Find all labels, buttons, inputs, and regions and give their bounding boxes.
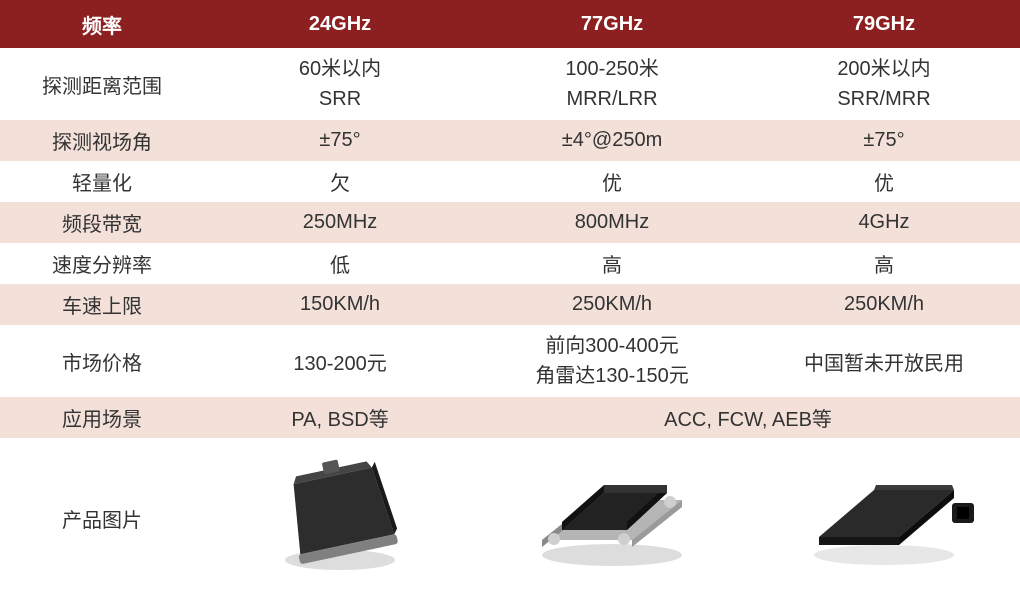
cell-line: SRR/MRR (752, 84, 1016, 114)
table-row: 产品图片 (0, 438, 1020, 598)
table-row: 探测距离范围60米以内SRR100-250米MRR/LRR200米以内SRR/M… (0, 48, 1020, 120)
table-cell: 130-200元 (204, 325, 476, 397)
row-label: 频段带宽 (0, 202, 204, 243)
table-cell: ±75° (748, 120, 1020, 161)
table-cell: 高 (748, 243, 1020, 284)
table-cell: 250MHz (204, 202, 476, 243)
cell-line: 60米以内 (208, 54, 472, 84)
cell-line: 低 (208, 249, 472, 278)
table-cell: 150KM/h (204, 284, 476, 325)
cell-line: 250KM/h (480, 293, 744, 316)
product-image-77ghz (522, 455, 702, 575)
header-frequency: 频率 (0, 0, 204, 48)
table-cell: PA, BSD等 (204, 397, 476, 438)
cell-line: 200米以内 (752, 54, 1016, 84)
cell-line: 角雷达130-150元 (480, 361, 744, 391)
table-cell: 4GHz (748, 202, 1020, 243)
row-label: 探测距离范围 (0, 48, 204, 120)
table-row: 速度分辨率低高高 (0, 243, 1020, 284)
row-label: 车速上限 (0, 284, 204, 325)
table-cell: ±4°@250m (476, 120, 748, 161)
table-cell (476, 438, 748, 598)
row-label: 速度分辨率 (0, 243, 204, 284)
table-cell: 250KM/h (476, 284, 748, 325)
table-row: 轻量化欠优优 (0, 161, 1020, 202)
row-label: 市场价格 (0, 325, 204, 397)
row-label: 产品图片 (0, 438, 204, 598)
row-label: 轻量化 (0, 161, 204, 202)
row-label: 应用场景 (0, 397, 204, 438)
product-image-79ghz (794, 455, 974, 575)
cell-line: 150KM/h (208, 293, 472, 316)
table-row: 探测视场角±75°±4°@250m±75° (0, 120, 1020, 161)
cell-line: 欠 (208, 167, 472, 196)
cell-line: ±4°@250m (480, 129, 744, 152)
table-row: 应用场景PA, BSD等 ACC, FCW, AEB等 (0, 397, 1020, 438)
table-cell: 前向300-400元角雷达130-150元 (476, 325, 748, 397)
cell-line: 高 (480, 249, 744, 278)
cell-line: ±75° (208, 129, 472, 152)
table-cell: 250KM/h (748, 284, 1020, 325)
radar-comparison-table: 频率 24GHz 77GHz 79GHz 探测距离范围60米以内SRR100-2… (0, 0, 1020, 598)
table-cell: 100-250米MRR/LRR (476, 48, 748, 120)
cell-line: 100-250米 (480, 54, 744, 84)
cell-line: 优 (480, 167, 744, 196)
table-cell: ±75° (204, 120, 476, 161)
table-cell (748, 438, 1020, 598)
header-24ghz: 24GHz (204, 0, 476, 48)
cell-line: 优 (752, 167, 1016, 196)
product-image-24ghz (250, 455, 430, 575)
header-77ghz: 77GHz (476, 0, 748, 48)
cell-line: 250MHz (208, 211, 472, 234)
table-cell: 200米以内SRR/MRR (748, 48, 1020, 120)
table-cell: 低 (204, 243, 476, 284)
cell-line: MRR/LRR (480, 84, 744, 114)
cell-line: PA, BSD等 (208, 403, 472, 432)
table-cell (204, 438, 476, 598)
table-row: 市场价格130-200元前向300-400元角雷达130-150元中国暂未开放民… (0, 325, 1020, 397)
cell-line: 4GHz (752, 211, 1016, 234)
table-row: 频段带宽250MHz 800MHz 4GHz (0, 202, 1020, 243)
table-cell: 60米以内SRR (204, 48, 476, 120)
row-label: 探测视场角 (0, 120, 204, 161)
table-row: 车速上限150KM/h 250KM/h 250KM/h (0, 284, 1020, 325)
cell-line: 130-200元 (208, 347, 472, 376)
cell-line: 前向300-400元 (480, 331, 744, 361)
table-cell: 高 (476, 243, 748, 284)
cell-line: SRR (208, 84, 472, 114)
cell-line: 250KM/h (752, 293, 1016, 316)
table-cell: 中国暂未开放民用 (748, 325, 1020, 397)
cell-line: 中国暂未开放民用 (752, 347, 1016, 376)
table-header-row: 频率 24GHz 77GHz 79GHz (0, 0, 1020, 48)
table-cell: 优 (476, 161, 748, 202)
table-cell: 欠 (204, 161, 476, 202)
cell-line: ±75° (752, 129, 1016, 152)
header-79ghz: 79GHz (748, 0, 1020, 48)
cell-line: ACC, FCW, AEB等 (480, 403, 1016, 432)
cell-line: 800MHz (480, 211, 744, 234)
table-cell: ACC, FCW, AEB等 (476, 397, 1020, 438)
table-cell: 优 (748, 161, 1020, 202)
table-cell: 800MHz (476, 202, 748, 243)
cell-line: 高 (752, 249, 1016, 278)
